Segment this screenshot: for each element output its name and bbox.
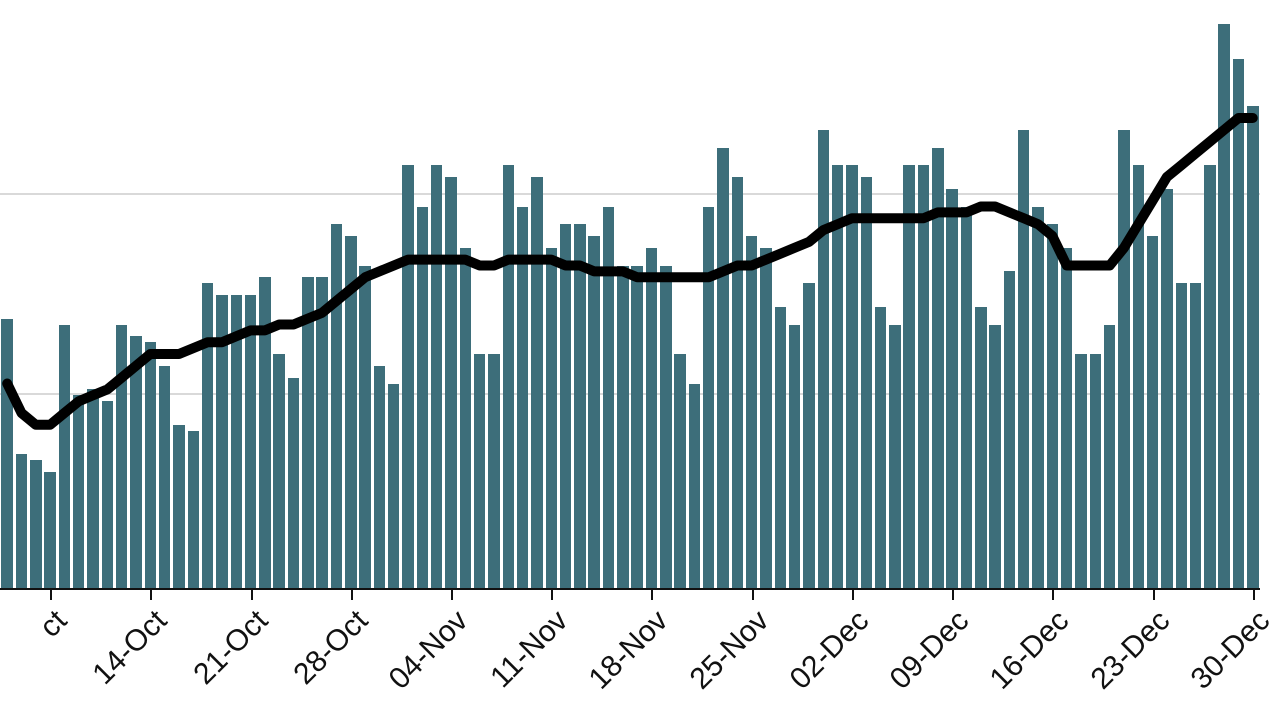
trend-line (0, 0, 1260, 590)
x-tick (351, 590, 353, 600)
x-axis (0, 588, 1260, 590)
x-tick (752, 590, 754, 600)
x-tick (1253, 590, 1255, 600)
x-tick (150, 590, 152, 600)
x-tick (852, 590, 854, 600)
x-tick (551, 590, 553, 600)
x-tick (952, 590, 954, 600)
x-tick (1052, 590, 1054, 600)
plot-area (0, 0, 1260, 590)
trend-line-path (7, 118, 1253, 425)
x-tick (1153, 590, 1155, 600)
x-tick (451, 590, 453, 600)
x-tick (651, 590, 653, 600)
x-tick (50, 590, 52, 600)
x-tick (251, 590, 253, 600)
chart-container: ct14-Oct21-Oct28-Oct04-Nov11-Nov18-Nov25… (0, 0, 1279, 718)
